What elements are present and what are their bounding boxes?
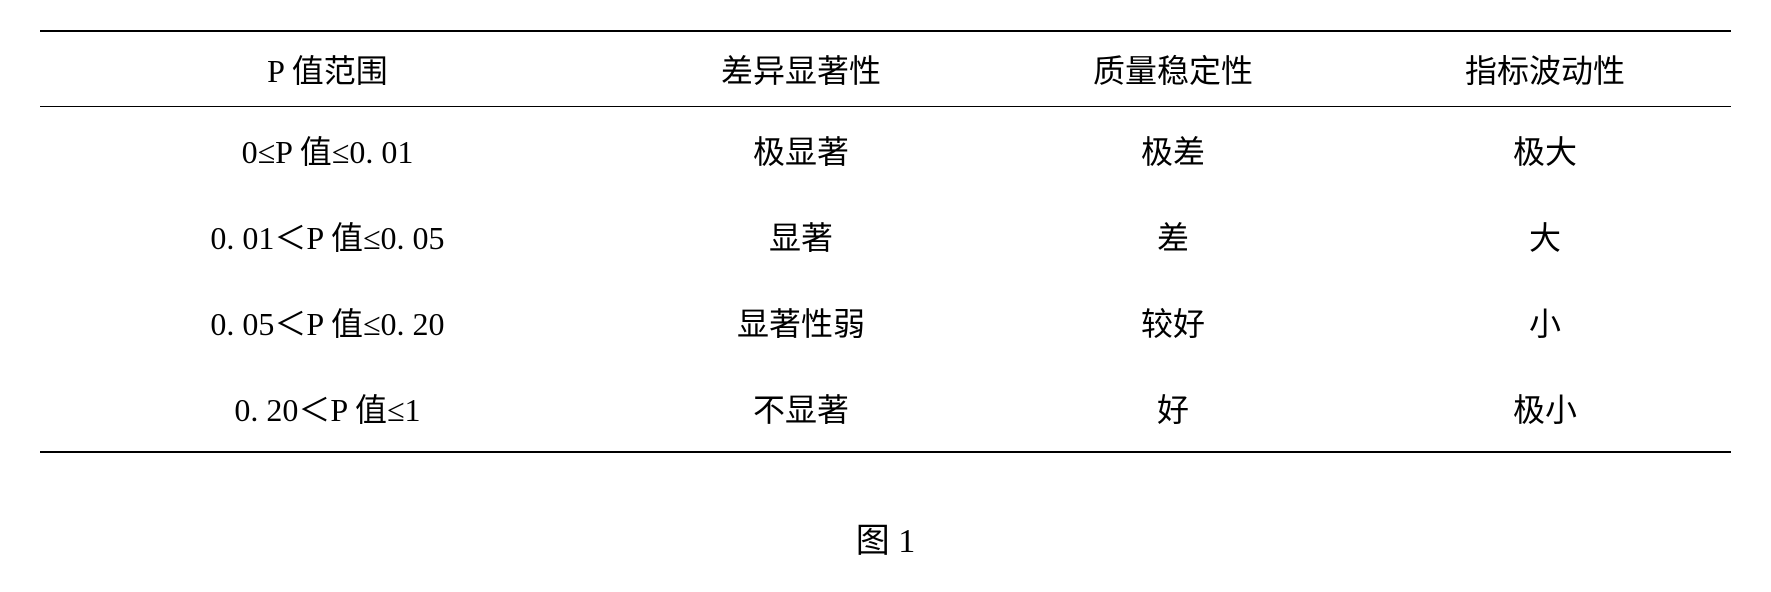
- col-header-stability: 质量稳定性: [987, 31, 1359, 107]
- col-header-range: P 值范围: [40, 31, 615, 107]
- cell-stability: 极差: [987, 107, 1359, 194]
- cell-significance: 显著性弱: [615, 279, 987, 365]
- cell-significance: 不显著: [615, 365, 987, 452]
- cell-volatility: 大: [1359, 193, 1731, 279]
- cell-significance: 显著: [615, 193, 987, 279]
- figure-caption: 图 1: [40, 513, 1731, 562]
- cell-volatility: 极小: [1359, 365, 1731, 452]
- cell-stability: 好: [987, 365, 1359, 452]
- col-header-significance: 差异显著性: [615, 31, 987, 107]
- table-row: 0≤P 值≤0. 01 极显著 极差 极大: [40, 107, 1731, 194]
- cell-significance: 极显著: [615, 107, 987, 194]
- table-row: 0. 05＜P 值≤0. 20 显著性弱 较好 小: [40, 279, 1731, 365]
- cell-stability: 差: [987, 193, 1359, 279]
- cell-stability: 较好: [987, 279, 1359, 365]
- cell-volatility: 小: [1359, 279, 1731, 365]
- cell-range: 0. 01＜P 值≤0. 05: [40, 193, 615, 279]
- cell-range: 0. 20＜P 值≤1: [40, 365, 615, 452]
- p-value-table: P 值范围 差异显著性 质量稳定性 指标波动性 0≤P 值≤0. 01 极显著 …: [40, 30, 1731, 453]
- cell-range: 0≤P 值≤0. 01: [40, 107, 615, 194]
- table-row: 0. 20＜P 值≤1 不显著 好 极小: [40, 365, 1731, 452]
- table-header-row: P 值范围 差异显著性 质量稳定性 指标波动性: [40, 31, 1731, 107]
- cell-range: 0. 05＜P 值≤0. 20: [40, 279, 615, 365]
- cell-volatility: 极大: [1359, 107, 1731, 194]
- col-header-volatility: 指标波动性: [1359, 31, 1731, 107]
- table-row: 0. 01＜P 值≤0. 05 显著 差 大: [40, 193, 1731, 279]
